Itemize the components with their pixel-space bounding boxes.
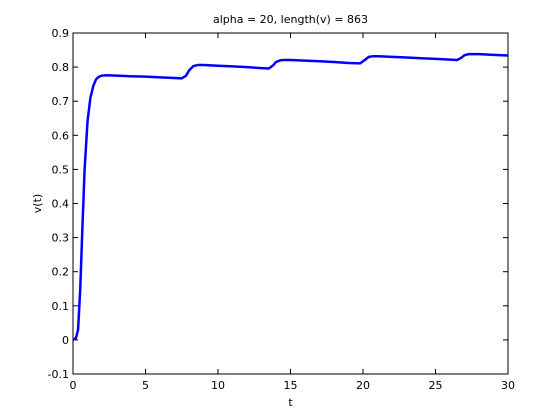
series-line	[72, 52, 509, 341]
plot-area	[73, 33, 508, 374]
y-tick-label: 0.8	[52, 61, 70, 74]
plot-frame	[72, 32, 509, 375]
x-tick-label: 30	[501, 379, 515, 392]
x-tick-label: 5	[142, 379, 149, 392]
y-tick-label: 0.4	[52, 198, 70, 211]
x-tick-label: 15	[284, 379, 298, 392]
y-tick-label: 0.3	[52, 232, 70, 245]
x-axis-label: t	[288, 396, 293, 409]
x-tick-label: 0	[70, 379, 77, 392]
chart-title: alpha = 20, length(v) = 863	[213, 13, 368, 26]
y-tick-label: 0	[62, 334, 69, 347]
ticks-layer: 0 5 10 15 20 25 30-0.100.10.20.30.40.50.60.70.…	[48, 27, 515, 392]
x-tick-label: 10	[211, 379, 225, 392]
y-tick-label: 0.6	[52, 129, 70, 142]
series-layer	[72, 52, 509, 341]
y-tick-label: 0.5	[52, 163, 70, 176]
y-tick-label: 0.9	[52, 27, 70, 40]
y-tick-label: 0.1	[52, 300, 70, 313]
x-tick-label: 20	[356, 379, 370, 392]
y-axis-label: v(t)	[31, 194, 44, 213]
x-tick-label: 25	[429, 379, 443, 392]
y-tick-label: 0.2	[52, 266, 70, 279]
y-tick-label: -0.1	[48, 368, 69, 381]
y-tick-label: 0.7	[52, 95, 70, 108]
